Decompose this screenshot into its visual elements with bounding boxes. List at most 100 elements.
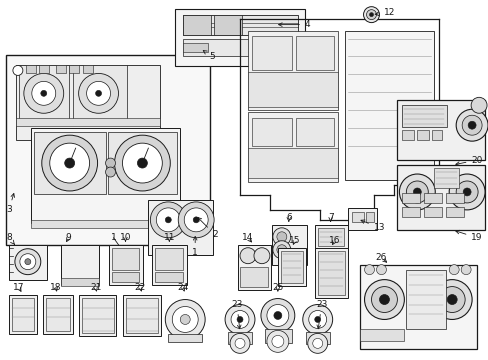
- Bar: [365, 212, 373, 222]
- Circle shape: [447, 294, 456, 305]
- Circle shape: [64, 158, 75, 168]
- Bar: [42, 294, 73, 334]
- Circle shape: [79, 73, 118, 113]
- Bar: [68, 66, 79, 73]
- Bar: [351, 212, 363, 222]
- Bar: [175, 9, 304, 67]
- Circle shape: [455, 181, 477, 203]
- Bar: [424, 207, 441, 217]
- Circle shape: [363, 7, 379, 23]
- Bar: [73, 66, 127, 120]
- Bar: [214, 15, 242, 35]
- Text: 10: 10: [120, 233, 131, 242]
- Bar: [26, 66, 36, 73]
- Circle shape: [156, 208, 180, 232]
- Bar: [155, 272, 183, 282]
- Bar: [46, 298, 69, 332]
- Circle shape: [25, 259, 31, 265]
- Circle shape: [276, 232, 286, 242]
- Circle shape: [193, 217, 199, 223]
- Text: 14: 14: [242, 233, 253, 242]
- Bar: [251, 118, 291, 146]
- Polygon shape: [73, 258, 84, 272]
- Text: 21: 21: [90, 283, 101, 292]
- Bar: [247, 148, 337, 178]
- Bar: [247, 112, 337, 182]
- Circle shape: [41, 90, 47, 96]
- Bar: [183, 15, 211, 35]
- Bar: [183, 15, 297, 35]
- Circle shape: [230, 310, 248, 328]
- Circle shape: [41, 135, 98, 191]
- Text: 1: 1: [110, 233, 116, 242]
- Circle shape: [276, 245, 286, 255]
- Bar: [431, 130, 441, 140]
- Bar: [359, 329, 404, 341]
- Bar: [82, 66, 92, 73]
- Text: 24: 24: [177, 283, 188, 292]
- Text: 2: 2: [198, 217, 218, 239]
- Circle shape: [438, 287, 464, 312]
- Text: 4: 4: [278, 20, 310, 29]
- Bar: [152, 245, 187, 285]
- Circle shape: [470, 97, 486, 113]
- Circle shape: [137, 158, 147, 168]
- Text: 19: 19: [455, 230, 482, 242]
- Circle shape: [237, 316, 243, 323]
- Bar: [295, 36, 333, 71]
- Circle shape: [95, 90, 102, 96]
- Circle shape: [184, 208, 208, 232]
- Bar: [126, 298, 158, 333]
- Circle shape: [273, 311, 281, 319]
- Bar: [402, 105, 447, 127]
- Circle shape: [24, 73, 63, 113]
- Bar: [6, 55, 210, 245]
- Bar: [402, 130, 413, 140]
- Circle shape: [172, 306, 198, 332]
- Text: 15: 15: [288, 236, 300, 245]
- Text: 23: 23: [231, 300, 242, 329]
- Circle shape: [180, 315, 190, 324]
- Circle shape: [150, 202, 186, 238]
- Bar: [107, 132, 177, 194]
- Circle shape: [467, 121, 475, 129]
- Bar: [397, 100, 484, 160]
- Bar: [347, 208, 377, 230]
- Circle shape: [122, 143, 162, 183]
- Circle shape: [272, 241, 290, 259]
- Circle shape: [448, 265, 458, 275]
- Circle shape: [240, 248, 255, 264]
- Bar: [406, 270, 446, 329]
- Text: 9: 9: [66, 233, 71, 242]
- Bar: [271, 225, 306, 265]
- Bar: [108, 245, 143, 285]
- Circle shape: [307, 333, 327, 353]
- Text: 20: 20: [455, 156, 482, 165]
- Bar: [277, 248, 305, 285]
- Bar: [397, 165, 484, 230]
- Circle shape: [431, 280, 471, 319]
- Bar: [12, 298, 34, 332]
- Circle shape: [364, 280, 404, 319]
- Circle shape: [13, 66, 23, 75]
- Circle shape: [253, 248, 269, 264]
- Bar: [148, 200, 213, 255]
- Circle shape: [369, 13, 373, 17]
- Circle shape: [50, 143, 89, 183]
- Bar: [9, 245, 47, 280]
- Text: 16: 16: [328, 236, 340, 245]
- Circle shape: [399, 174, 434, 210]
- Circle shape: [235, 338, 244, 348]
- Circle shape: [266, 330, 288, 352]
- Circle shape: [261, 298, 294, 332]
- Bar: [446, 207, 463, 217]
- Circle shape: [20, 254, 36, 270]
- Circle shape: [406, 181, 427, 203]
- Circle shape: [462, 188, 470, 196]
- Bar: [402, 193, 420, 203]
- Bar: [402, 207, 420, 217]
- Circle shape: [308, 310, 326, 328]
- Circle shape: [379, 294, 388, 305]
- Bar: [79, 294, 116, 336]
- Bar: [344, 31, 433, 180]
